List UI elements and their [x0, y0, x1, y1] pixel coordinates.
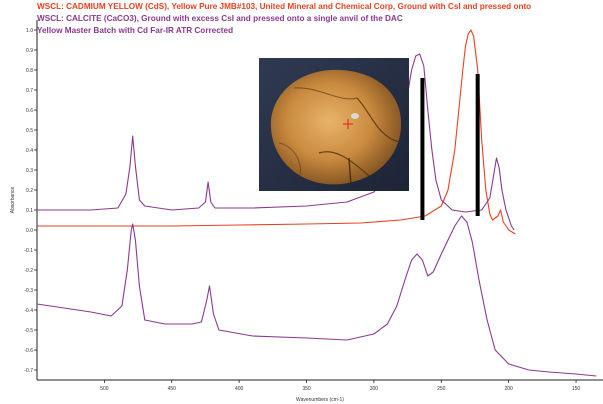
y-tick-label: 0.9	[26, 48, 33, 54]
x-tick-label: 200	[504, 386, 513, 392]
y-tick-label: -0.2	[24, 268, 33, 274]
x-tick-label: 350	[302, 386, 311, 392]
y-tick-label: 0.4	[26, 148, 33, 154]
y-tick-label: 0.8	[26, 68, 33, 74]
x-tick-label: 400	[235, 386, 244, 392]
y-tick-label: 1.0	[26, 28, 33, 34]
x-tick-label: 150	[572, 386, 581, 392]
y-axis: 1.0 0.9 0.8 0.7 0.6 0.5 0.4 0.3 0.2 0.1 0.0 -0.1 -0.…	[24, 28, 37, 374]
y-tick-label: -0.5	[24, 328, 33, 334]
legend-entry-master-batch: Yellow Master Batch with Cd Far-IR ATR C…	[37, 26, 234, 35]
y-tick-label: 0.1	[26, 208, 33, 214]
y-tick-label: -0.7	[24, 368, 33, 374]
y-tick-label: 0.6	[26, 108, 33, 114]
legend: WSCL: CADMIUM YELLOW (CdS), Yellow Pure …	[37, 1, 603, 37]
legend-entry-cadmium-yellow: WSCL: CADMIUM YELLOW (CdS), Yellow Pure …	[37, 2, 532, 11]
y-tick-label: 0.2	[26, 188, 33, 194]
series-line-cadmium-yellow	[37, 29, 516, 235]
y-axis-label: Absorbance	[10, 186, 16, 213]
y-tick-label: 0.0	[26, 228, 33, 234]
marker-bars	[420, 74, 480, 220]
y-tick-label: 0.5	[26, 128, 33, 134]
y-tick-label: 0.3	[26, 168, 33, 174]
x-axis: 500 450 400 350 300 250 200 150	[100, 380, 580, 392]
y-tick-label: -0.6	[24, 348, 33, 354]
x-axis-label: Wavenumbers (cm-1)	[296, 397, 344, 403]
series-line-master-batch	[36, 215, 597, 377]
y-tick-label: -0.4	[24, 308, 33, 314]
x-tick-label: 450	[168, 386, 177, 392]
y-tick-label: 0.7	[26, 88, 33, 94]
x-tick-label: 500	[100, 386, 109, 392]
y-tick-label: -0.3	[24, 288, 33, 294]
x-tick-label: 300	[370, 386, 379, 392]
legend-entry-calcite: WSCL: CALCITE (CaCO3), Ground with exces…	[37, 14, 403, 23]
microscope-sample-image	[259, 58, 409, 191]
x-tick-label: 250	[437, 386, 446, 392]
y-tick-label: -0.1	[24, 248, 33, 254]
